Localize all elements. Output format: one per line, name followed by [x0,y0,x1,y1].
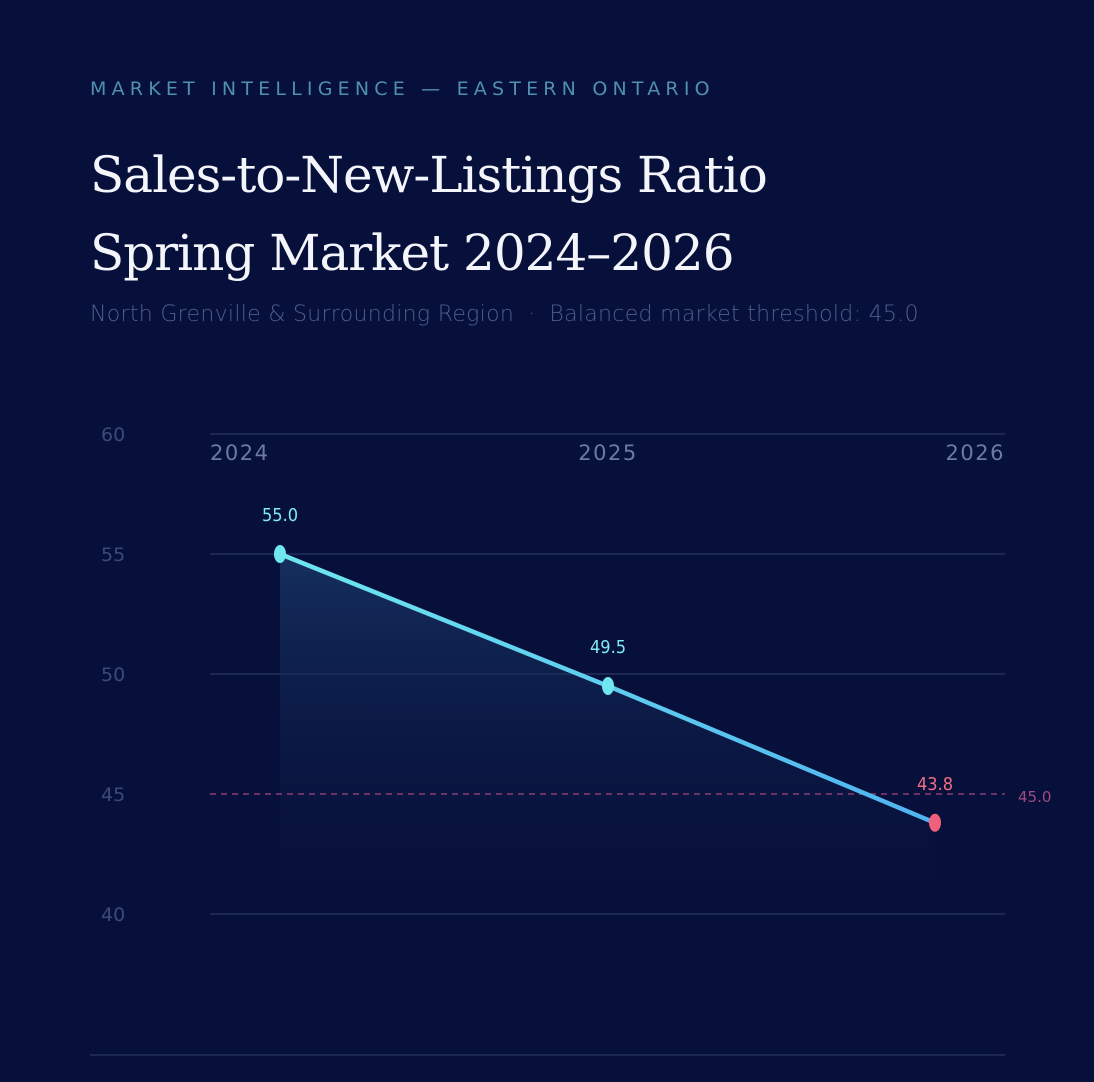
x-axis-ticks: 2024 2025 2026 [210,441,1005,465]
eyebrow-label: MARKET INTELLIGENCE — EASTERN ONTARIO [90,78,715,100]
subtitle-region: North Grenville & Surrounding Region [90,302,515,327]
subtitle: North Grenville & Surrounding Region · Bal… [90,302,919,327]
area-fill [280,554,935,890]
data-label: 49.5 [590,637,626,658]
x-tick-label: 2025 [578,441,637,465]
threshold-label: 45.0 [1018,788,1051,806]
data-label: 55.0 [262,505,298,526]
data-points [274,545,941,832]
title-line-2: Spring Market 2024–2026 [90,224,735,282]
subtitle-threshold: Balanced market threshold: 45.0 [549,302,919,327]
x-tick-label: 2026 [946,441,1005,465]
y-tick-label: 55 [101,544,125,566]
data-point[interactable] [602,677,614,695]
y-tick-label: 50 [101,664,125,686]
y-tick-label: 40 [101,904,125,926]
title-line-1: Sales-to-New-Listings Ratio [90,146,768,204]
page-title: Sales-to-New-Listings Ratio Spring Marke… [90,136,768,292]
data-point[interactable] [929,813,941,832]
y-tick-label: 60 [101,424,125,446]
y-tick-label: 45 [101,784,125,806]
data-labels: 55.0 49.5 43.8 [262,505,953,795]
y-axis-ticks: 60 55 50 45 40 [101,424,125,926]
x-tick-label: 2024 [210,441,269,465]
data-label: 43.8 [917,774,953,795]
subtitle-separator: · [528,302,536,327]
data-point[interactable] [274,545,286,563]
